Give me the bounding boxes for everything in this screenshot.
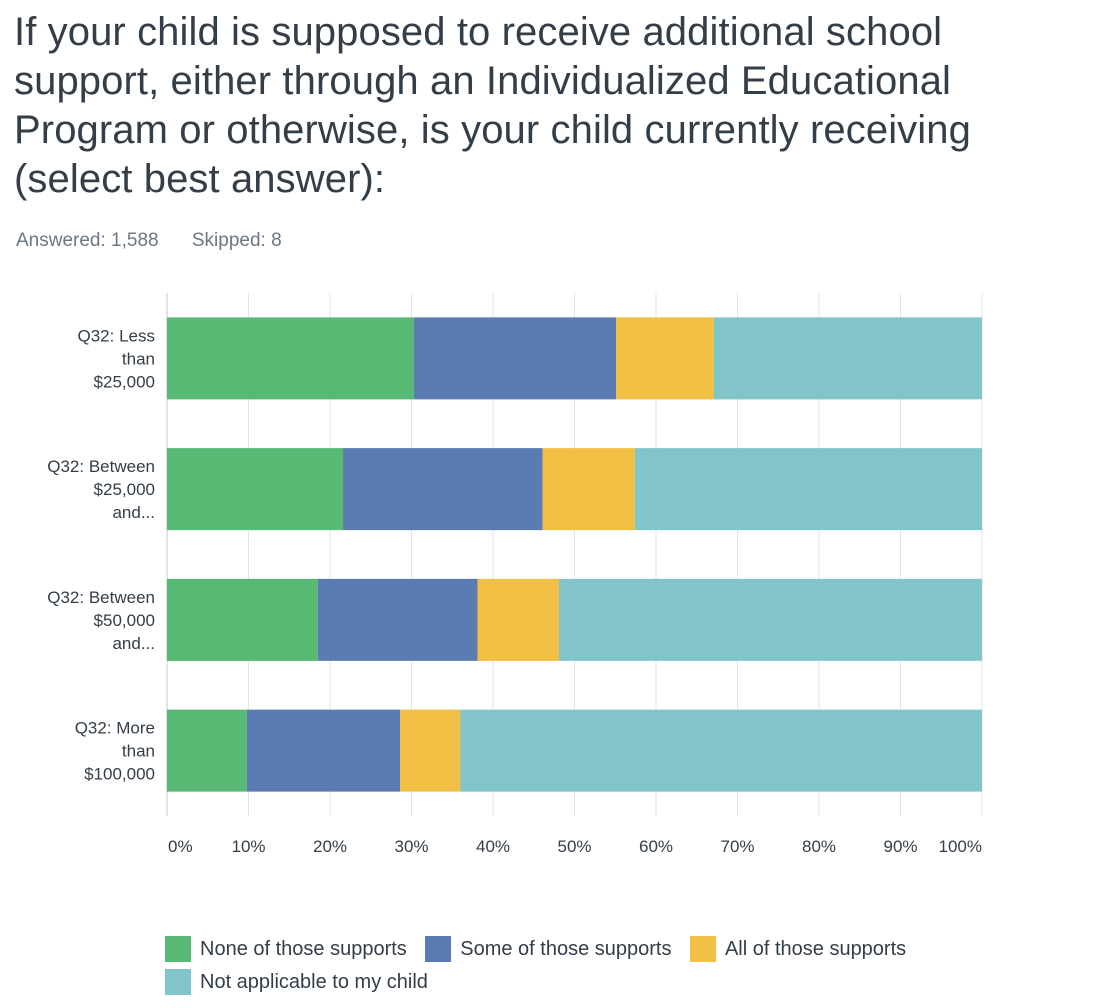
category-label-line: than (122, 742, 155, 761)
category-label: Q32: Between $50,000 and... (47, 588, 155, 653)
x-tick-label: 40% (476, 837, 510, 856)
legend-swatch-not-applicable (165, 969, 191, 995)
bar-segment (413, 317, 617, 400)
category-label-line: $25,000 (94, 372, 155, 391)
legend-item-all: All of those supports (689, 934, 907, 964)
bar-segment (167, 317, 414, 400)
bar-segment (542, 448, 635, 531)
x-tick-label: 20% (313, 837, 347, 856)
x-tick-label: 90% (883, 837, 917, 856)
x-tick-label: 30% (394, 837, 428, 856)
category-label-line: Q32: Between (47, 457, 155, 476)
bar-segment (167, 709, 247, 792)
bar-segment (400, 709, 461, 792)
legend-label-some: Some of those supports (460, 937, 672, 960)
category-label-line: $100,000 (84, 765, 155, 784)
chart-legend: None of those supports Some of those sup… (165, 934, 965, 1000)
x-tick-label: 0% (168, 837, 193, 856)
bar-segment (460, 709, 982, 792)
skipped-count: Skipped: 8 (191, 230, 282, 251)
legend-label-not-applicable: Not applicable to my child (200, 970, 428, 993)
x-tick-label: 100% (939, 837, 982, 856)
category-label: Q32: More than $100,000 (75, 719, 155, 784)
category-label-line: and... (112, 634, 155, 653)
response-stats: Answered: 1,588 Skipped: 8 (16, 230, 282, 252)
category-label: Q32: Less than $25,000 (78, 326, 156, 391)
category-label-line: and... (112, 503, 155, 522)
category-label-line: than (122, 349, 155, 368)
legend-label-all: All of those supports (724, 937, 907, 960)
legend-item-none: None of those supports (165, 934, 407, 964)
answered-count: Answered: 1,588 (16, 230, 159, 251)
category-label-line: $50,000 (94, 611, 155, 630)
x-tick-label: 80% (802, 837, 836, 856)
question-title: If your child is supposed to receive add… (14, 10, 971, 201)
x-tick-label: 60% (639, 837, 673, 856)
x-tick-label: 10% (231, 837, 265, 856)
bar-segment (634, 448, 982, 531)
category-label-line: $25,000 (94, 480, 155, 499)
bar-segment (477, 578, 560, 661)
category-label-line: Q32: More (75, 719, 155, 738)
category-label-line: Q32: Between (47, 588, 155, 607)
bar-segment (343, 448, 543, 531)
x-tick-label: 70% (720, 837, 754, 856)
bar-segment (246, 709, 401, 792)
bar-segment (167, 448, 344, 531)
bar-segment (713, 317, 982, 400)
legend-item-not-applicable: Not applicable to my child (165, 967, 428, 997)
legend-swatch-none (165, 936, 191, 962)
x-tick-label: 50% (557, 837, 591, 856)
category-label: Q32: Between $25,000 and... (47, 457, 155, 522)
bar-segment (616, 317, 714, 400)
bar-segment (559, 578, 982, 661)
stacked-bar-chart: Q32: Less than $25,000 Q32: Between $25,000 a… (47, 293, 983, 856)
legend-item-some: Some of those supports (425, 934, 671, 964)
legend-label-none: None of those supports (200, 937, 407, 960)
category-label-line: Q32: Less (78, 326, 156, 345)
bar-segment (317, 578, 478, 661)
legend-swatch-all (689, 936, 716, 962)
bar-segment (167, 578, 318, 661)
legend-swatch-some (425, 936, 452, 962)
